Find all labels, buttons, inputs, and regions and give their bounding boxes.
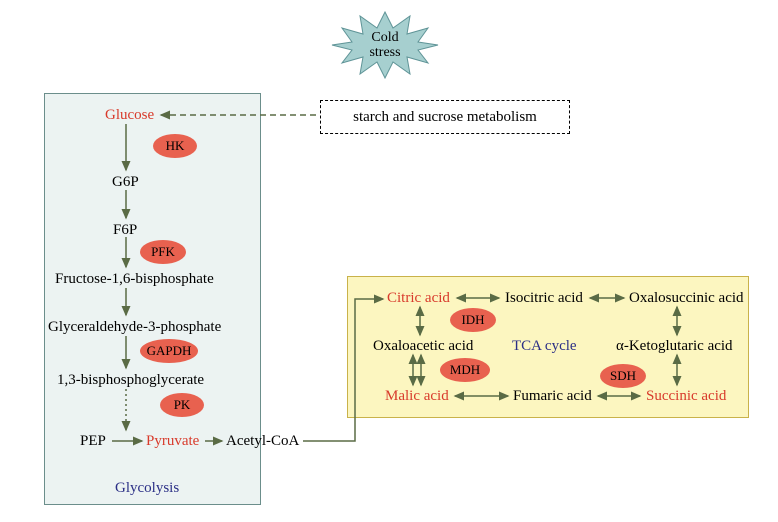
- node-oxalosuc: Oxalosuccinic acid: [629, 290, 744, 307]
- node-pyruvate: Pyruvate: [146, 433, 199, 450]
- cold-stress-text-2: stress: [369, 45, 400, 60]
- node-bpg: 1,3-bisphosphoglycerate: [57, 372, 204, 389]
- starch-box: starch and sucrose metabolism: [320, 100, 570, 134]
- enzyme-mdh: MDH: [440, 358, 490, 382]
- node-isocitric: Isocitric acid: [505, 290, 583, 307]
- enzyme-hk: HK: [153, 134, 197, 158]
- node-gap: Glyceraldehyde-3-phosphate: [48, 319, 221, 336]
- node-tca-label: TCA cycle: [512, 338, 577, 355]
- node-pep: PEP: [80, 433, 106, 450]
- node-f6p: F6P: [113, 222, 137, 239]
- enzyme-idh: IDH: [450, 308, 496, 332]
- cold-stress-starburst: Cold stress: [330, 10, 440, 80]
- node-g6p: G6P: [112, 174, 139, 191]
- node-glucose: Glucose: [105, 107, 154, 124]
- node-gly-label: Glycolysis: [115, 480, 179, 497]
- node-fbp: Fructose-1,6-bisphosphate: [55, 271, 214, 288]
- node-oaa: Oxaloacetic acid: [373, 338, 473, 355]
- node-akg: α-Ketoglutaric acid: [616, 338, 733, 355]
- enzyme-sdh: SDH: [600, 364, 646, 388]
- node-malic: Malic acid: [385, 388, 449, 405]
- node-succinic: Succinic acid: [646, 388, 726, 405]
- node-fumaric: Fumaric acid: [513, 388, 592, 405]
- enzyme-gapdh: GAPDH: [140, 339, 198, 363]
- starch-label: starch and sucrose metabolism: [353, 109, 537, 126]
- enzyme-pfk: PFK: [140, 240, 186, 264]
- cold-stress-text-1: Cold: [371, 30, 398, 45]
- enzyme-pk: PK: [160, 393, 204, 417]
- node-acoa: Acetyl-CoA: [226, 433, 299, 450]
- node-citric: Citric acid: [387, 290, 450, 307]
